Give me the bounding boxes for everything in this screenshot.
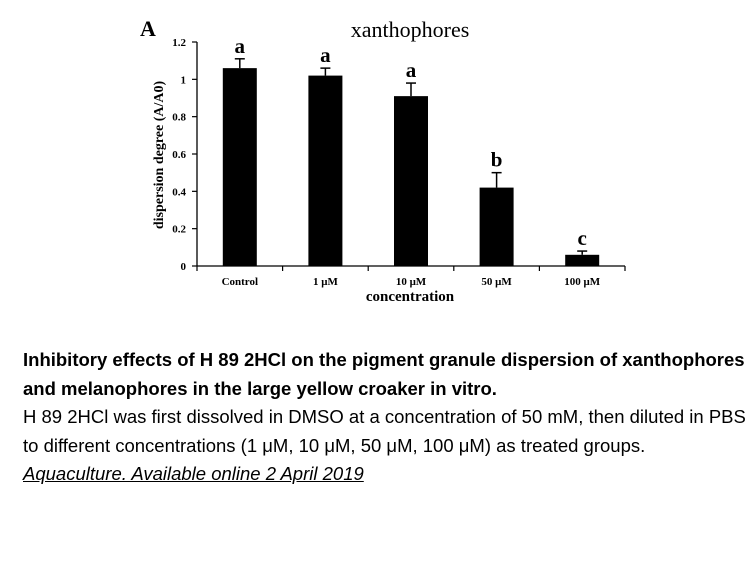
- y-tick-label: 1: [181, 74, 187, 86]
- y-tick-label: 0.2: [172, 224, 186, 236]
- bars-group: a a a b c: [222, 34, 600, 266]
- x-tick-label: 50 μM: [481, 276, 512, 288]
- x-tick-label: 10 μM: [396, 276, 427, 288]
- bar-chart: A xanthophores dispersion degree (A/A0) …: [140, 16, 626, 305]
- bar: [394, 96, 428, 266]
- y-tick-label: 0: [181, 261, 187, 273]
- y-tick-label: 0.4: [172, 186, 186, 198]
- significance-letter: a: [320, 43, 331, 67]
- y-tick-label: 0.8: [172, 112, 186, 124]
- figure-caption: Inhibitory effects of H 89 2HCl on the p…: [23, 346, 748, 489]
- x-tick-label: 100 μM: [564, 276, 600, 288]
- panel-label: A: [140, 16, 156, 41]
- x-axis-label: concentration: [366, 289, 455, 305]
- significance-letter: b: [491, 148, 503, 172]
- y-axis: 0 0.2 0.4 0.6 0.8 1 1.2: [172, 37, 198, 273]
- x-tick-label: 1 μM: [313, 276, 338, 288]
- y-axis-label: dispersion degree (A/A0): [152, 81, 167, 230]
- y-tick-label: 0.6: [172, 149, 186, 161]
- x-tick-label: Control: [222, 276, 258, 288]
- bar: [222, 68, 257, 266]
- caption-source-link[interactable]: Aquaculture. Available online 2 April 20…: [23, 463, 364, 484]
- bar: [479, 187, 514, 266]
- significance-letter: c: [578, 226, 587, 250]
- bar: [565, 254, 600, 266]
- bar: [308, 75, 343, 266]
- chart-title: xanthophores: [351, 17, 470, 42]
- significance-letter: a: [235, 34, 246, 58]
- y-tick-label: 1.2: [172, 37, 186, 49]
- x-axis: Control 1 μM 10 μM 50 μM 100 μM: [196, 265, 626, 288]
- caption-title: Inhibitory effects of H 89 2HCl on the p…: [23, 349, 745, 399]
- caption-body: H 89 2HCl was first dissolved in DMSO at…: [23, 406, 746, 456]
- significance-letter: a: [406, 58, 417, 82]
